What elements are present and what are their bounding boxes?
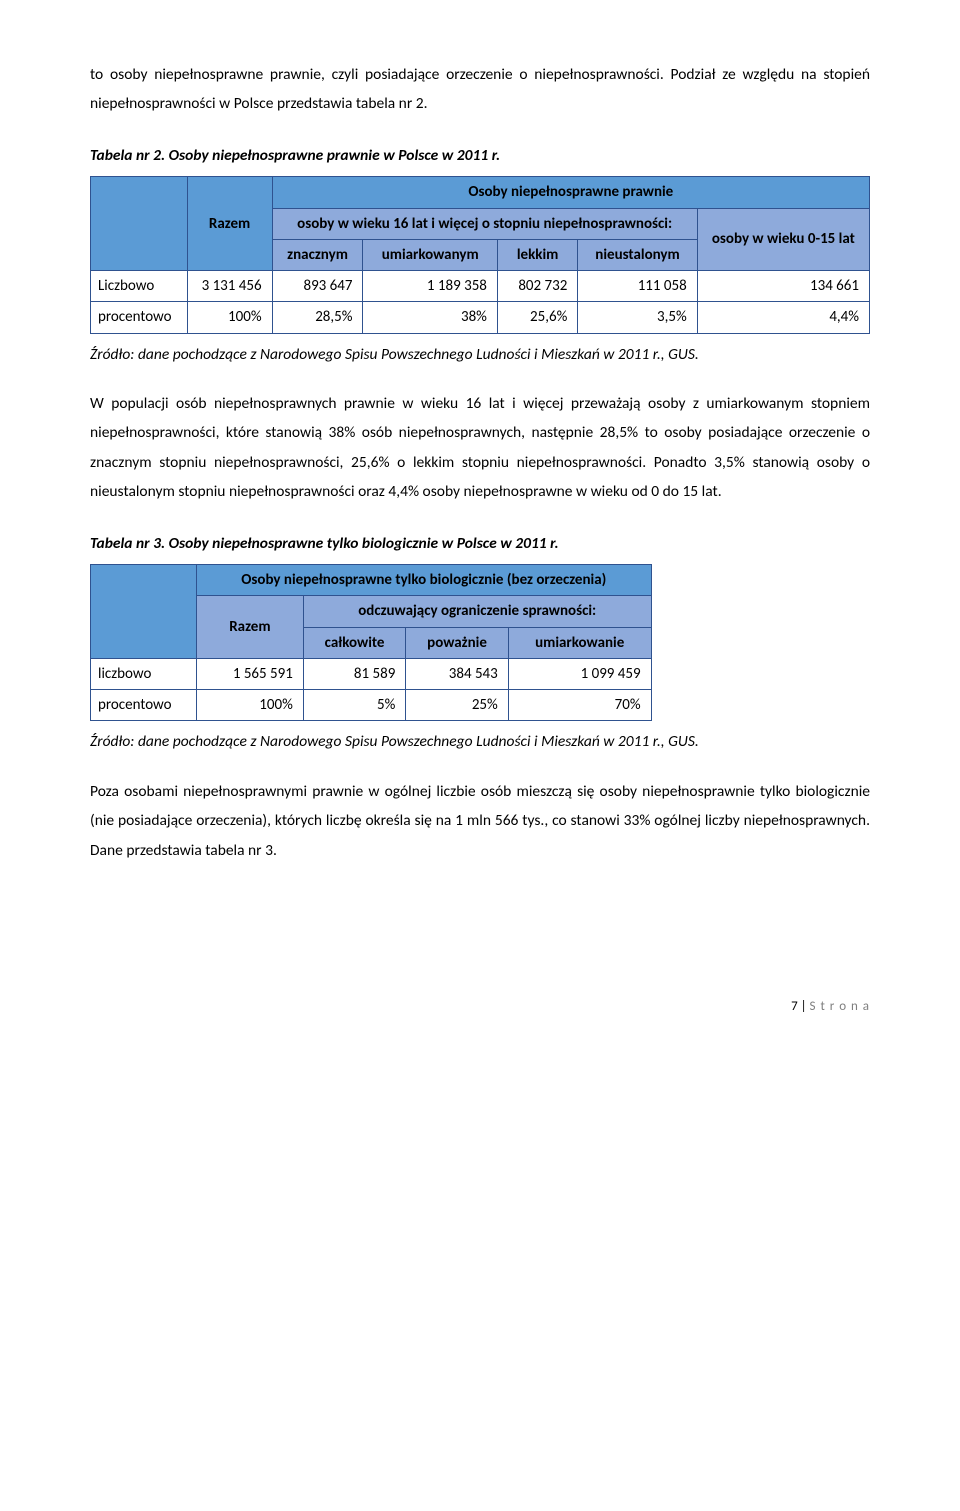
t3-h-top: Osoby niepełnosprawne tylko biologicznie… [196, 565, 651, 596]
t3-r1-1: 81 589 [303, 658, 405, 689]
paragraph-3: Poza osobami niepełnosprawnymi prawnie w… [90, 777, 870, 865]
t3-r1-3: 1 099 459 [508, 658, 651, 689]
table2-caption: Tabela nr 2. Osoby niepełnosprawne prawn… [90, 141, 870, 170]
intro-paragraph: to osoby niepełnosprawne prawnie, czyli … [90, 60, 870, 119]
t2-r2-4: 3,5% [578, 302, 697, 333]
t3-h-pow: poważnie [406, 627, 508, 658]
t2-r2-2: 38% [363, 302, 497, 333]
t2-r1-4: 111 058 [578, 271, 697, 302]
t2-h-znacznym: znacznym [272, 239, 363, 270]
table3-caption: Tabela nr 3. Osoby niepełnosprawne tylko… [90, 529, 870, 558]
table-row: procentowo 100% 5% 25% 70% [91, 690, 652, 721]
t2-h-empty [91, 177, 188, 271]
t3-r2-2: 25% [406, 690, 508, 721]
paragraph-2: W populacji osób niepełnosprawnych prawn… [90, 389, 870, 507]
t2-h-015: osoby w wieku 0-15 lat [697, 208, 869, 271]
t3-r1-0: 1 565 591 [196, 658, 303, 689]
t2-h-umiark: umiarkowanym [363, 239, 497, 270]
table3-source: Źródło: dane pochodzące z Narodowego Spi… [90, 727, 870, 756]
t3-r2-label: procentowo [91, 690, 197, 721]
t2-r2-0: 100% [187, 302, 272, 333]
t2-h-16plus: osoby w wieku 16 lat i więcej o stopniu … [272, 208, 697, 239]
table2: Razem Osoby niepełnosprawne prawnie osob… [90, 176, 870, 333]
t3-r2-0: 100% [196, 690, 303, 721]
t2-r1-5: 134 661 [697, 271, 869, 302]
t2-r2-5: 4,4% [697, 302, 869, 333]
table-row: liczbowo 1 565 591 81 589 384 543 1 099 … [91, 658, 652, 689]
t2-h-razem: Razem [187, 177, 272, 271]
t2-r2-label: procentowo [91, 302, 188, 333]
t3-h-razem: Razem [196, 596, 303, 659]
t3-h-calk: całkowite [303, 627, 405, 658]
table2-source: Źródło: dane pochodzące z Narodowego Spi… [90, 340, 870, 369]
t2-h-nieust: nieustalonym [578, 239, 697, 270]
page-footer: 7 | S t r o n a [90, 995, 870, 1020]
t2-r1-label: Liczbowo [91, 271, 188, 302]
t2-h-lekkim: lekkim [497, 239, 577, 270]
t3-r1-2: 384 543 [406, 658, 508, 689]
t2-r2-3: 25,6% [497, 302, 577, 333]
t3-r1-label: liczbowo [91, 658, 197, 689]
t2-r2-1: 28,5% [272, 302, 363, 333]
t2-r1-1: 893 647 [272, 271, 363, 302]
page-number: 7 | [791, 999, 807, 1014]
t2-r1-0: 3 131 456 [187, 271, 272, 302]
t3-h-ogr: odczuwający ograniczenie sprawności: [303, 596, 651, 627]
t3-r2-1: 5% [303, 690, 405, 721]
t2-h-top: Osoby niepełnosprawne prawnie [272, 177, 869, 208]
t3-h-umiar: umiarkowanie [508, 627, 651, 658]
table3: Osoby niepełnosprawne tylko biologicznie… [90, 564, 652, 721]
table-row: procentowo 100% 28,5% 38% 25,6% 3,5% 4,4… [91, 302, 870, 333]
t3-r2-3: 70% [508, 690, 651, 721]
t3-h-empty [91, 565, 197, 659]
t2-r1-3: 802 732 [497, 271, 577, 302]
page-label: S t r o n a [810, 999, 870, 1014]
t2-r1-2: 1 189 358 [363, 271, 497, 302]
table-row: Liczbowo 3 131 456 893 647 1 189 358 802… [91, 271, 870, 302]
